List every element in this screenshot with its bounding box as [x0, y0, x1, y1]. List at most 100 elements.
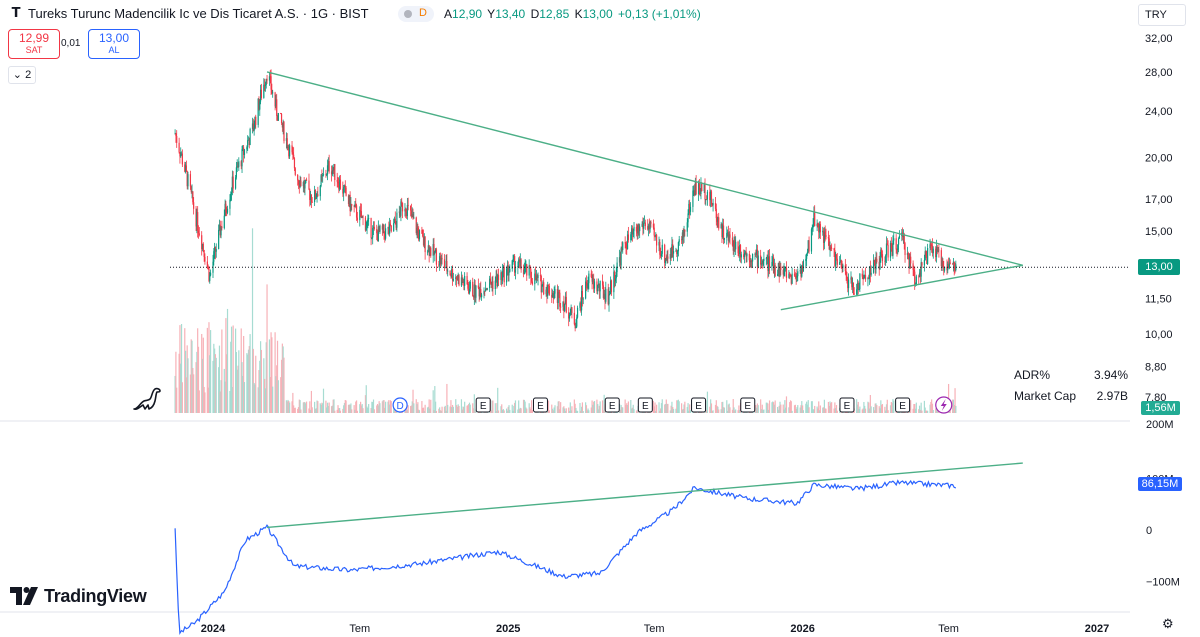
- candle-body: [277, 112, 279, 121]
- candle-body: [405, 208, 407, 212]
- candle-body: [874, 262, 876, 270]
- volume-bar: [870, 406, 872, 413]
- volume-bar: [862, 408, 864, 413]
- obv-pane: [174, 462, 1023, 635]
- volume-bar: [737, 410, 739, 413]
- price-trendline-1[interactable]: [780, 264, 1023, 311]
- earnings-marker-3[interactable]: [637, 397, 653, 413]
- earnings-marker-6[interactable]: [839, 397, 855, 413]
- volume-bar: [564, 410, 567, 413]
- candle-body: [755, 253, 757, 255]
- candle-body: [468, 288, 470, 294]
- time-axis[interactable]: 2024 Tem 2025 Tem 2026 Tem 2027: [201, 623, 1109, 635]
- price-axis[interactable]: 32,00 28,00 24,00 20,00 17,00 15,00 11,50 10,00…: [1145, 33, 1180, 589]
- candle-body: [822, 230, 824, 233]
- currency-selector[interactable]: TRY: [1138, 4, 1186, 26]
- volume-bar: [684, 401, 686, 413]
- candle-body: [953, 261, 955, 270]
- candle-body: [518, 259, 520, 267]
- volume-bar: [424, 404, 426, 413]
- candle-body: [660, 254, 662, 257]
- candle-body: [517, 266, 519, 267]
- settings-gear-icon[interactable]: ⚙: [1162, 616, 1174, 631]
- event-markers[interactable]: E E E E E E E ED: [392, 396, 953, 414]
- candle-body: [263, 84, 265, 98]
- dino-icon[interactable]: [132, 385, 162, 411]
- volume-bar: [592, 404, 594, 413]
- candle-body: [293, 158, 296, 169]
- volume-bar: [765, 402, 767, 413]
- candle-body: [588, 273, 590, 284]
- candle-body: [359, 209, 361, 221]
- candle-body: [940, 250, 942, 267]
- volume-bar: [271, 337, 273, 413]
- volume-bar: [452, 406, 454, 413]
- price-trendline-0[interactable]: [266, 71, 1023, 266]
- candle-body: [726, 232, 728, 238]
- candle-body: [531, 281, 534, 285]
- volume-bar: [558, 401, 560, 413]
- candle-body: [472, 281, 474, 297]
- symbol-logo-icon[interactable]: T: [11, 6, 21, 21]
- candle-body: [666, 256, 668, 261]
- candle-body: [236, 166, 238, 168]
- volume-bar: [319, 403, 321, 413]
- candle-body: [656, 234, 658, 246]
- candle-body: [604, 293, 606, 302]
- candle-body: [723, 237, 725, 240]
- volume-bar: [710, 403, 713, 413]
- candle-body: [778, 263, 780, 277]
- volume-bar: [761, 404, 763, 413]
- candle-body: [659, 242, 661, 255]
- candle-body: [455, 277, 457, 280]
- candle-body: [548, 285, 550, 295]
- volume-bar: [247, 354, 249, 413]
- earnings-marker-0[interactable]: [475, 397, 491, 413]
- sell-button[interactable]: 12,99 SAT: [8, 29, 60, 59]
- candle-body: [910, 256, 912, 264]
- candle-body: [620, 248, 622, 266]
- earnings-marker-2[interactable]: [604, 397, 620, 413]
- volume-bar: [343, 402, 346, 413]
- candle-body: [428, 245, 430, 256]
- buy-button[interactable]: 13,00 AL: [88, 29, 140, 59]
- candle-body: [435, 249, 437, 252]
- earnings-marker-1[interactable]: [532, 397, 548, 413]
- volume-bar: [302, 402, 304, 413]
- volume-bar: [664, 403, 667, 413]
- obv-tick-2: −100M: [1146, 577, 1180, 589]
- candle-body: [839, 260, 842, 262]
- candle-body: [305, 179, 307, 183]
- volume-bar: [251, 228, 254, 413]
- candle-body: [893, 238, 895, 241]
- candle-body: [576, 307, 579, 318]
- candle-body: [443, 259, 446, 268]
- symbol-title[interactable]: Tureks Turunc Madencilik Ic ve Dis Ticar…: [28, 6, 369, 21]
- volume-bar: [350, 403, 352, 413]
- volume-bar: [688, 410, 690, 413]
- candle-body: [756, 249, 759, 267]
- indicators-toggle[interactable]: ⌄ 2: [8, 66, 36, 84]
- volume-bar: [501, 410, 504, 413]
- volume-bar: [389, 400, 392, 413]
- candle-body: [543, 282, 545, 295]
- market-status-pill[interactable]: D: [398, 6, 434, 22]
- earnings-marker-7[interactable]: [895, 397, 911, 413]
- candle-body: [711, 204, 713, 206]
- volume-bar: [215, 357, 217, 413]
- dividend-marker[interactable]: [392, 397, 408, 413]
- volume-bar: [432, 390, 434, 413]
- candle-body: [768, 256, 770, 271]
- candle-body: [672, 244, 674, 254]
- earnings-marker-4[interactable]: [691, 397, 707, 413]
- candle-body: [372, 227, 374, 238]
- tradingview-logo[interactable]: TradingView: [10, 586, 147, 606]
- earnings-marker-5[interactable]: [740, 397, 756, 413]
- volume-bar: [891, 402, 893, 413]
- volume-bar: [671, 401, 673, 413]
- obv-tick-1: 0: [1146, 525, 1152, 537]
- triangle-trendlines[interactable]: [266, 71, 1023, 311]
- obv-trendline[interactable]: [266, 462, 1023, 529]
- candle-body: [647, 225, 650, 230]
